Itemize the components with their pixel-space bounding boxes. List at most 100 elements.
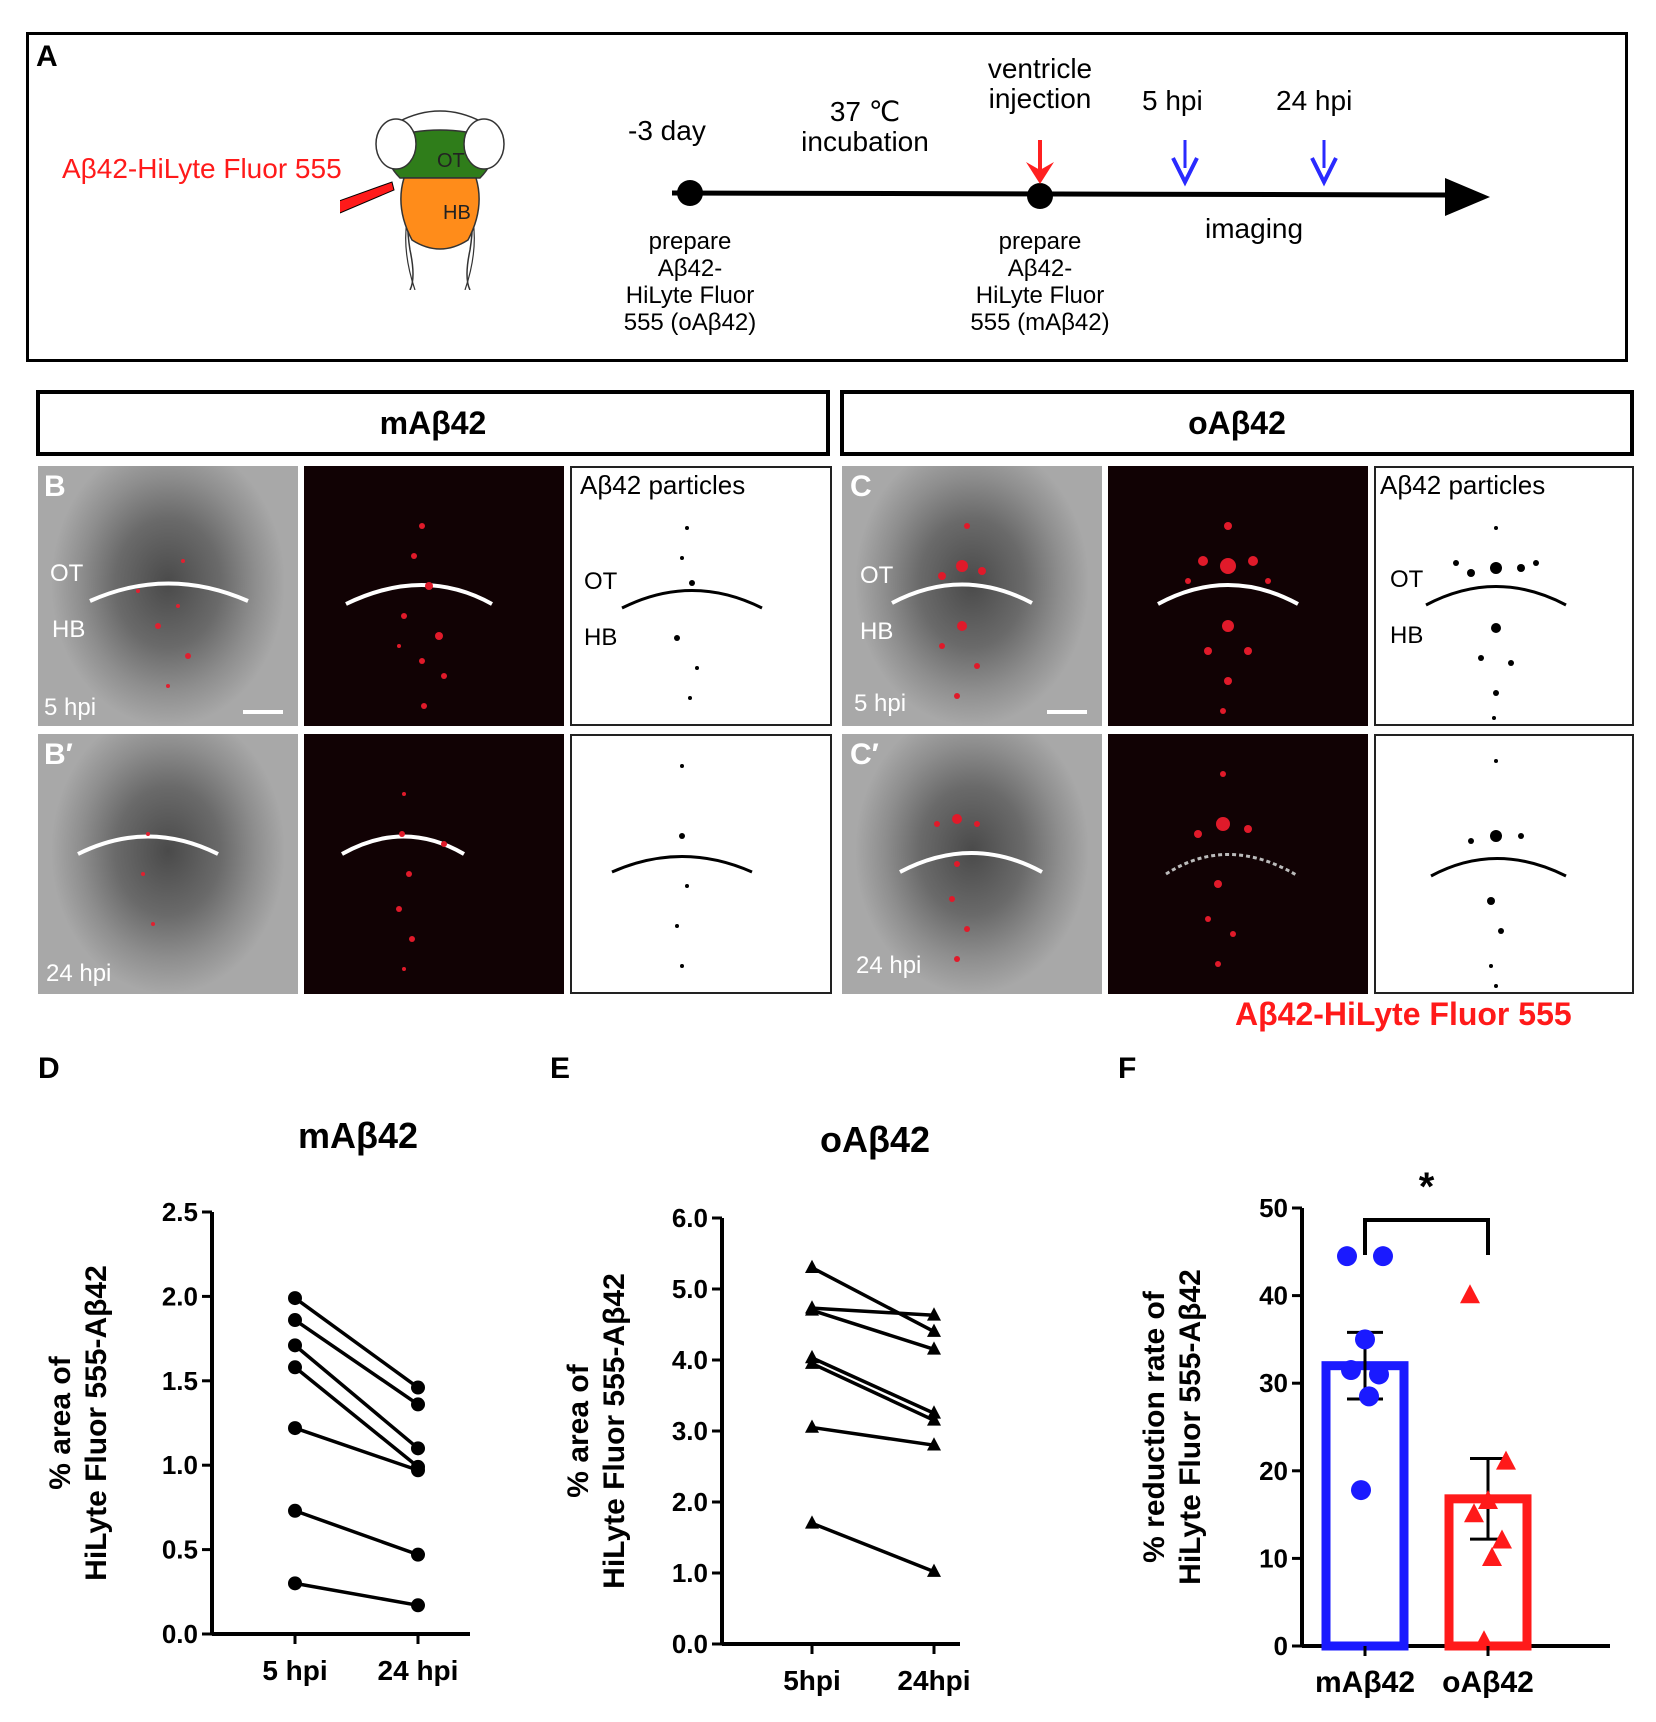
x-tick-label: oAβ42 (1442, 1666, 1534, 1699)
x-tick-label: 24hpi (897, 1665, 970, 1696)
data-point (805, 1302, 819, 1316)
bp-brightfield (38, 734, 298, 994)
data-point (411, 1441, 425, 1456)
y-axis-label: % area of (562, 1363, 595, 1497)
data-point (1359, 1386, 1379, 1407)
series-line (294, 1318, 419, 1406)
data-point (805, 1515, 819, 1529)
bp-letter: B′ (44, 738, 73, 771)
data-point (1341, 1360, 1361, 1381)
y-tick-label: 3.0 (672, 1416, 708, 1446)
series-line (293, 1344, 420, 1450)
prepare-oabeta-label: prepare Aβ42- HiLyte Fluor 555 (oAβ42) (623, 228, 757, 336)
data-point (927, 1341, 941, 1355)
y-tick-label: 30 (1259, 1368, 1288, 1398)
c-ot-label: OT (860, 562, 894, 589)
right-eye (463, 118, 505, 170)
hb-region (400, 177, 480, 250)
cp-particles (1374, 734, 1634, 994)
series-line (293, 1296, 420, 1389)
y-tick-label: 2.0 (162, 1281, 198, 1311)
data-point (1482, 1547, 1502, 1566)
series-line (811, 1361, 935, 1422)
imaging-arrow-5hpi (1171, 140, 1199, 187)
left-eye (375, 118, 417, 170)
injection-dot (1027, 183, 1053, 209)
data-point (1474, 1630, 1494, 1650)
data-point (1337, 1246, 1357, 1267)
series-line (811, 1306, 935, 1318)
c-fluorescence (1108, 466, 1368, 726)
data-point (927, 1307, 941, 1321)
panel-letter: E (550, 1052, 570, 1085)
data-point (805, 1419, 819, 1433)
y-tick-label: 1.5 (162, 1366, 198, 1396)
y-tick-label: 0.5 (162, 1535, 198, 1565)
c-particles-title: Aβ42 particles (1380, 470, 1546, 500)
c-particles-hb: HB (1390, 622, 1424, 649)
bp-time-label: 24 hpi (46, 960, 112, 987)
y-tick-label: 20 (1259, 1456, 1288, 1486)
series-line (811, 1425, 935, 1447)
day-minus3-dot (677, 180, 703, 206)
y-tick-label: 2.0 (672, 1487, 708, 1517)
data-point (927, 1412, 941, 1426)
y-tick-label: 0 (1274, 1631, 1288, 1661)
y-axis-label: HiLyte Fluor 555-Aβ42 (1174, 1269, 1207, 1585)
data-point (927, 1437, 941, 1451)
data-point (1492, 1529, 1512, 1549)
injection-label: ventricle injection (987, 53, 1093, 114)
y-tick-label: 4.0 (672, 1345, 708, 1375)
data-point (288, 1338, 302, 1353)
data-point (288, 1421, 302, 1436)
x-tick-label: 5hpi (783, 1665, 841, 1696)
data-point (1351, 1480, 1371, 1501)
series-line (294, 1581, 419, 1608)
y-tick-label: 6.0 (672, 1203, 708, 1233)
c-letter: C (850, 470, 872, 503)
hb-label-a: HB (443, 202, 471, 224)
data-point (927, 1323, 941, 1337)
series-line (811, 1308, 935, 1352)
y-axis-label: HiLyte Fluor 555-Aβ42 (598, 1273, 631, 1589)
data-point (411, 1397, 425, 1412)
data-point (1373, 1246, 1393, 1267)
significance-star: * (1419, 1165, 1435, 1209)
data-point (1496, 1450, 1516, 1470)
injection-needle (340, 181, 395, 214)
panel-letter: D (38, 1052, 60, 1085)
b-hb-label: HB (52, 616, 86, 643)
y-axis-label: HiLyte Fluor 555-Aβ42 (80, 1265, 113, 1581)
b-particles-hb: HB (584, 624, 618, 651)
series-line (811, 1521, 935, 1574)
data-point (288, 1313, 302, 1328)
data-point (1464, 1503, 1484, 1523)
injection-arrow (1026, 140, 1054, 184)
y-tick-label: 0.0 (672, 1629, 708, 1659)
y-tick-label: 1.0 (672, 1558, 708, 1588)
ot-label-a: OT (437, 150, 465, 172)
series-line (811, 1266, 935, 1334)
c-particles-ot: OT (1390, 566, 1424, 593)
b-fluorescence (304, 466, 564, 726)
larva-schematic (340, 110, 505, 290)
cp-time-label: 24 hpi (856, 952, 922, 979)
chart-title: oAβ42 (820, 1119, 930, 1160)
hpi24-label: 24 hpi (1276, 85, 1353, 116)
chart-title: mAβ42 (298, 1115, 418, 1156)
panel-a-box (26, 32, 1628, 362)
chart-f: F 0 10 20 30 40 50 % reduction rate of HiLyte Fl… (1118, 1052, 1610, 1699)
y-tick-label: 1.0 (162, 1450, 198, 1480)
cp-letter: C′ (850, 738, 879, 771)
b-particles-title: Aβ42 particles (580, 470, 746, 500)
data-point (805, 1259, 819, 1274)
data-point (1369, 1364, 1389, 1385)
y-tick-label: 5.0 (672, 1274, 708, 1304)
data-point (1355, 1329, 1375, 1350)
prepare-mabeta-label: prepare Aβ42- HiLyte Fluor 555 (mAβ42) (970, 228, 1110, 336)
x-tick-label: mAβ42 (1315, 1666, 1415, 1699)
data-point (1460, 1284, 1480, 1304)
c-particles (1374, 466, 1634, 726)
